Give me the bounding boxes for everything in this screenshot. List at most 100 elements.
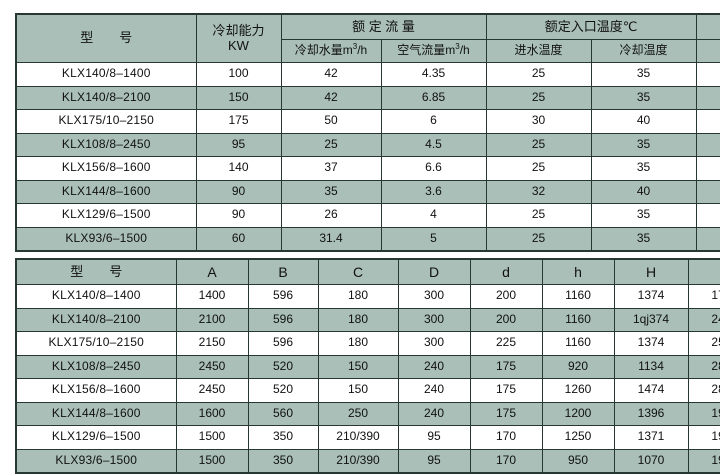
cooling-capacity-table: 型 号 冷却能力 KW 额 定 流 量 额定入口温度℃ 工作压力 冷却水量m3/…: [15, 13, 720, 252]
header-cooling-water-volume: 冷却水量m3/h: [280, 39, 382, 63]
dimensions-cell-d: 175: [469, 401, 543, 426]
dimensions-table-body: KLX140/8–1400140059618030020011601374178…: [15, 284, 720, 474]
dimensions-cell-l: 2834: [687, 354, 720, 379]
dim-header-model: 型 号: [15, 258, 177, 285]
capacity-cell-water: 25: [280, 132, 382, 157]
capacity-cell-model: KLX108/8–2450: [15, 132, 197, 157]
dimensions-cell-h: 920: [541, 354, 615, 379]
capacity-header-row-1: 型 号 冷却能力 KW 额 定 流 量 额定入口温度℃ 工作压力: [15, 13, 720, 63]
table-row: KLX93/6–15001500350210/39095170950107019…: [15, 448, 720, 474]
capacity-cell-mpa: 0.2: [695, 156, 720, 181]
dimensions-cell-a: 2150: [175, 331, 249, 356]
dimensions-cell-d: 300: [397, 284, 471, 309]
header-air-flow-tail: /h: [459, 43, 470, 58]
capacity-cell-mpa: 0.2: [695, 85, 720, 110]
table-row: KLX156/8–1600245052015024017512601474283…: [15, 378, 720, 403]
dimensions-cell-h: 1134: [613, 354, 689, 379]
capacity-cell-air: 4.5: [380, 132, 487, 157]
capacity-cell-air: 6: [380, 109, 487, 134]
table-row: KLX175/10–215017550630400.2: [15, 109, 720, 134]
header-air-flow-sup: 3: [455, 42, 460, 52]
capacity-cell-inlet_t: 32: [485, 179, 592, 204]
dimensions-cell-h: 1200: [541, 401, 615, 426]
dimensions-cell-h: 1250: [541, 425, 615, 450]
capacity-table-body: KLX140/8–1400100424.3525350.2KLX140/8–21…: [15, 62, 720, 252]
header-model-text: 型 号: [80, 30, 133, 46]
dimensions-cell-c: 210/390: [317, 425, 399, 450]
capacity-cell-inlet_t: 25: [485, 85, 592, 110]
dimensions-cell-c: 180: [317, 307, 399, 332]
capacity-cell-mpa: 0.2: [695, 203, 720, 228]
dim-header-a: A: [175, 258, 249, 285]
capacity-cell-kw: 90: [195, 179, 282, 204]
dimensions-cell-b: 596: [247, 331, 319, 356]
dim-header-c: C: [317, 258, 399, 285]
dimensions-cell-model: KLX175/10–2150: [15, 331, 177, 356]
capacity-cell-water: 42: [280, 85, 382, 110]
dimensions-cell-b: 520: [247, 354, 319, 379]
capacity-cell-model: KLX175/10–2150: [15, 109, 197, 134]
dimensions-cell-b: 596: [247, 307, 319, 332]
dimensions-cell-h: 1160: [541, 331, 615, 356]
dimensions-cell-l: 2834: [687, 378, 720, 403]
capacity-cell-kw: 150: [195, 85, 282, 110]
capacity-cell-mpa: 0.2: [695, 226, 720, 252]
dimensions-cell-d: 240: [397, 401, 471, 426]
capacity-cell-inlet_t: 25: [485, 226, 592, 252]
dimensions-cell-l: 1972: [687, 401, 720, 426]
capacity-cell-model: KLX144/8–1600: [15, 179, 197, 204]
capacity-cell-water: 50: [280, 109, 382, 134]
capacity-cell-air: 3.6: [380, 179, 487, 204]
dimensions-cell-l: 2474: [687, 307, 720, 332]
capacity-cell-water: 31.4: [280, 226, 382, 252]
dimensions-cell-model: KLX140/8–1400: [15, 284, 177, 309]
capacity-cell-cool_t: 35: [590, 132, 697, 157]
dimensions-cell-model: KLX108/8–2450: [15, 354, 177, 379]
capacity-cell-model: KLX129/6–1500: [15, 203, 197, 228]
dimensions-cell-h: 1070: [613, 448, 689, 474]
capacity-cell-water: 35: [280, 179, 382, 204]
capacity-cell-air: 4.35: [380, 62, 487, 87]
table-row: KLX140/8–2100 2100 596 180 300 200 1160 1qj374 2…: [15, 307, 720, 332]
capacity-cell-kw: 100: [195, 62, 282, 87]
dimensions-cell-h: 950: [541, 448, 615, 474]
dimensions-cell-b: 560: [247, 401, 319, 426]
capacity-cell-kw: 140: [195, 156, 282, 181]
header-cooling-capacity-unit: KW: [228, 37, 249, 53]
capacity-cell-model: KLX140/8–1400: [15, 62, 197, 87]
header-cooling-temp: 冷却温度: [590, 39, 697, 63]
dimensions-cell-c: 180: [317, 331, 399, 356]
dimensions-cell-c: 150: [317, 354, 399, 379]
dimensions-cell-h: 1160: [541, 284, 615, 309]
dimensions-header-row: 型 号 A B C D d h H L: [15, 258, 720, 285]
dimensions-cell-c: 180: [317, 284, 399, 309]
dimensions-cell-a: 1600: [175, 401, 249, 426]
dimensions-cell-model: KLX140/8–2100: [15, 307, 177, 332]
header-working-pressure-unit: Mpa: [695, 39, 720, 63]
dimensions-cell-a: 1400: [175, 284, 249, 309]
dimensions-cell-c: 150: [317, 378, 399, 403]
table-row: KLX175/10–215021505961803002251160137425…: [15, 331, 720, 356]
dim-header-d-upper: D: [397, 258, 471, 285]
dimensions-cell-l: 1784: [687, 284, 720, 309]
capacity-cell-model: KLX140/8–2100: [15, 85, 197, 110]
capacity-cell-inlet_t: 25: [485, 203, 592, 228]
capacity-cell-mpa: 0.2: [695, 132, 720, 157]
dimensions-cell-c: 250: [317, 401, 399, 426]
dimensions-cell-d: 225: [469, 331, 543, 356]
header-inlet-water-temp: 进水温度: [485, 39, 592, 63]
capacity-cell-kw: 60: [195, 226, 282, 252]
dimensions-cell-d: 200: [469, 284, 543, 309]
capacity-cell-kw: 90: [195, 203, 282, 228]
table-row: KLX129/6–15009026425350.2: [15, 203, 720, 228]
capacity-cell-cool_t: 35: [590, 203, 697, 228]
dimensions-cell-b: 350: [247, 448, 319, 474]
dim-header-h-lower: h: [541, 258, 615, 285]
capacity-cell-mpa: 0.2: [695, 62, 720, 87]
capacity-cell-water: 26: [280, 203, 382, 228]
capacity-cell-kw: 175: [195, 109, 282, 134]
table-row: KLX140/8–1400140059618030020011601374178…: [15, 284, 720, 309]
